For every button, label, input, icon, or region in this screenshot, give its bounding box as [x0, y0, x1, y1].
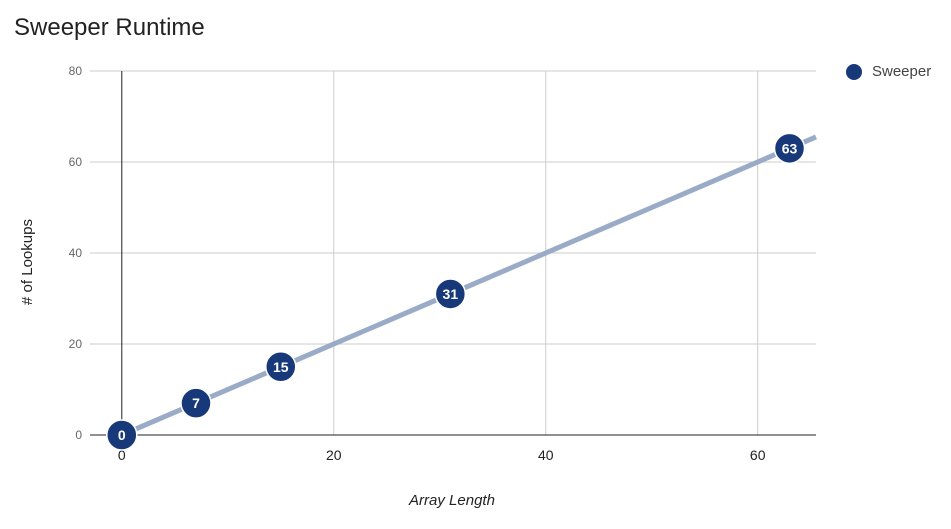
legend-label: Sweeper	[872, 63, 932, 80]
trend-layer	[120, 134, 817, 438]
x-tick-label: 0	[118, 447, 126, 463]
data-label: 15	[273, 359, 289, 375]
y-axis-title: # of Lookups	[19, 219, 36, 305]
x-tick-label: 20	[326, 447, 342, 463]
chart-title: Sweeper Runtime	[14, 14, 205, 41]
data-point	[434, 278, 467, 310]
data-point	[773, 132, 806, 165]
x-tick-label: 60	[750, 447, 766, 463]
data-point	[106, 419, 138, 451]
data-label: 0	[118, 427, 126, 443]
point-layer: 0 7 15 31 63	[106, 132, 806, 451]
axis-layer: 0 20 40 60 80 0 20 40 60	[69, 64, 816, 463]
data-point	[180, 387, 212, 419]
x-tick-label: 40	[538, 447, 554, 463]
y-tick-label: 80	[69, 64, 83, 78]
trendline	[120, 134, 817, 438]
data-label: 7	[192, 395, 200, 411]
grid-layer	[90, 70, 816, 435]
data-label: 31	[443, 286, 459, 302]
data-label: 63	[782, 140, 798, 156]
y-tick-label: 0	[75, 428, 82, 442]
data-point	[265, 351, 297, 383]
x-axis-title: Array Length	[408, 492, 495, 509]
legend: Sweeper	[846, 63, 931, 80]
y-tick-label: 40	[69, 246, 83, 260]
y-tick-label: 60	[69, 155, 83, 169]
legend-swatch	[846, 63, 862, 80]
y-tick-label: 20	[69, 337, 83, 351]
